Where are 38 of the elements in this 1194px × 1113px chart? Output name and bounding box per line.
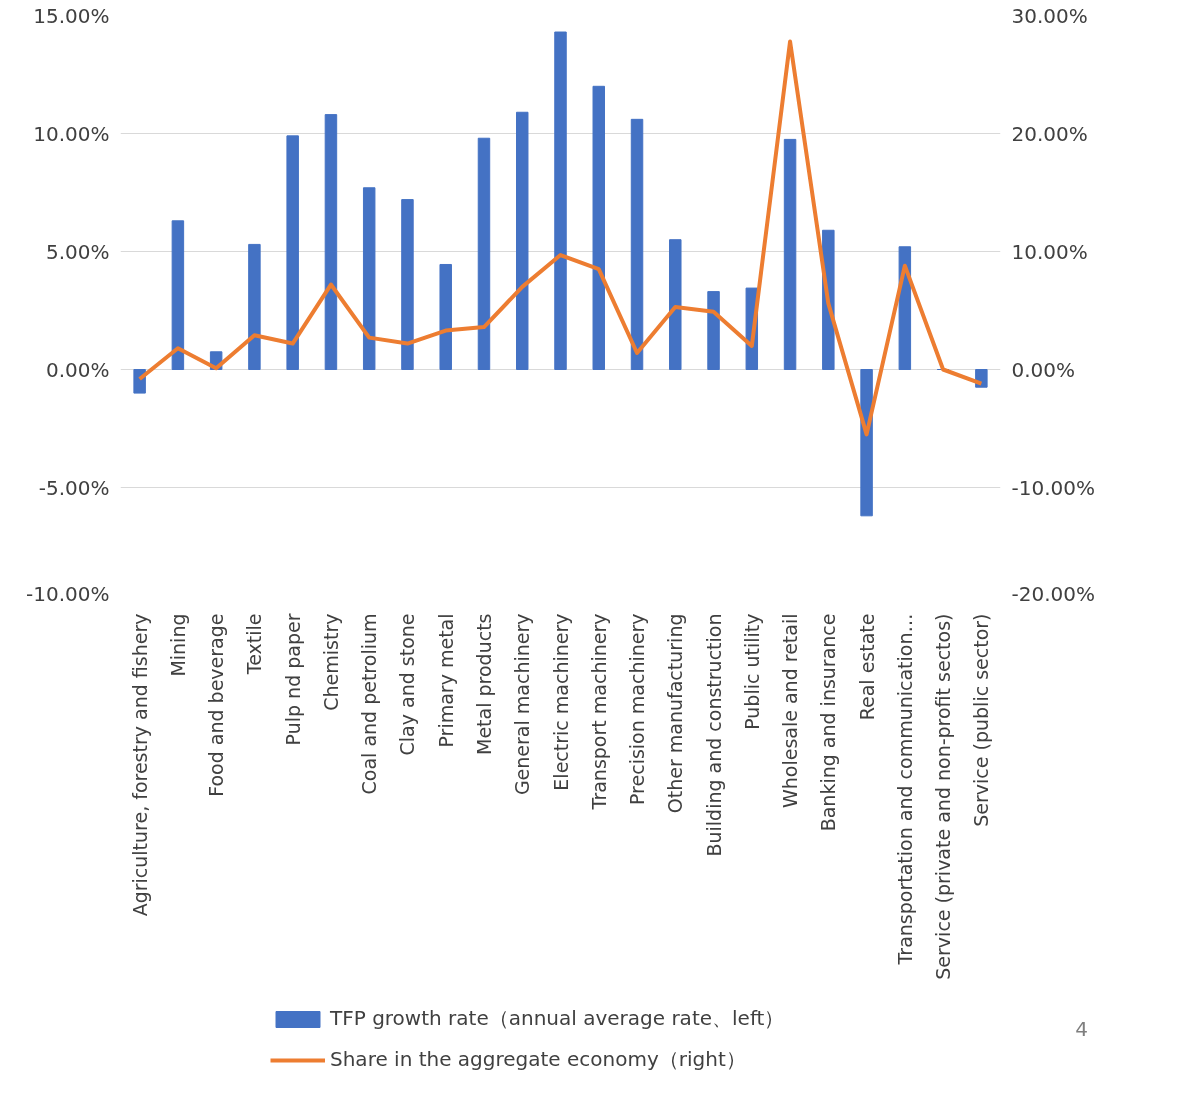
y2-tick-label: 0.00%: [1011, 357, 1076, 382]
legend-label: Share in the aggregate economy（right）: [330, 1046, 746, 1073]
x-tick-label: Banking and insurance: [817, 613, 840, 832]
y-tick-label: 0.00%: [45, 357, 110, 382]
x-tick-label: Coal and petrolium: [358, 613, 381, 795]
x-tick-label: Service (private and non-profit sectos): [932, 613, 955, 980]
y-tick-label: 5.00%: [45, 239, 110, 264]
y-tick-label: 10.00%: [33, 121, 110, 146]
x-tick-label: Pulp nd paper: [281, 613, 304, 746]
y2-tick-label: 20.00%: [1011, 121, 1088, 146]
x-tick-label: Clay and stone: [396, 613, 419, 756]
x-tick-label: Chemistry: [319, 613, 342, 711]
y2-tick-label: -20.00%: [1011, 581, 1095, 606]
x-tick-label: Transport machinery: [587, 613, 610, 811]
x-tick-label: Food and beverage: [205, 613, 228, 797]
x-tick-label: Metal products: [472, 613, 495, 755]
x-tick-label: Service (public sector): [970, 613, 993, 827]
x-tick-label: Mining: [166, 613, 189, 677]
x-tick-label: Textile: [243, 613, 266, 676]
x-tick-label: Electric machinery: [549, 613, 572, 791]
x-tick-label: Precision machinery: [626, 613, 649, 806]
x-tick-label: Real estate: [855, 613, 878, 721]
legend-label: TFP growth rate（annual average rate、left）: [330, 1005, 785, 1032]
text: 4: [1075, 1016, 1088, 1041]
y-tick-label: 15.00%: [33, 3, 110, 28]
x-tick-label: Transportation and communication…: [893, 613, 916, 966]
x-tick-label: Wholesale and retail: [779, 613, 802, 808]
x-tick-label: Public utility: [740, 613, 763, 730]
y-tick-label: -5.00%: [38, 475, 110, 500]
x-tick-label: Other manufacturing: [664, 613, 687, 814]
y2-tick-label: 30.00%: [1011, 3, 1088, 28]
y2-tick-label: -10.00%: [1011, 475, 1095, 500]
x-tick-label: Agriculture, forestry and fishery: [128, 613, 151, 917]
y-tick-label: -10.00%: [26, 581, 110, 606]
x-tick-label: Building and construction: [702, 613, 725, 857]
x-tick-label: Primary metal: [434, 613, 457, 748]
x-tick-label: General machinery: [511, 613, 534, 796]
y2-tick-label: 10.00%: [1011, 239, 1088, 264]
